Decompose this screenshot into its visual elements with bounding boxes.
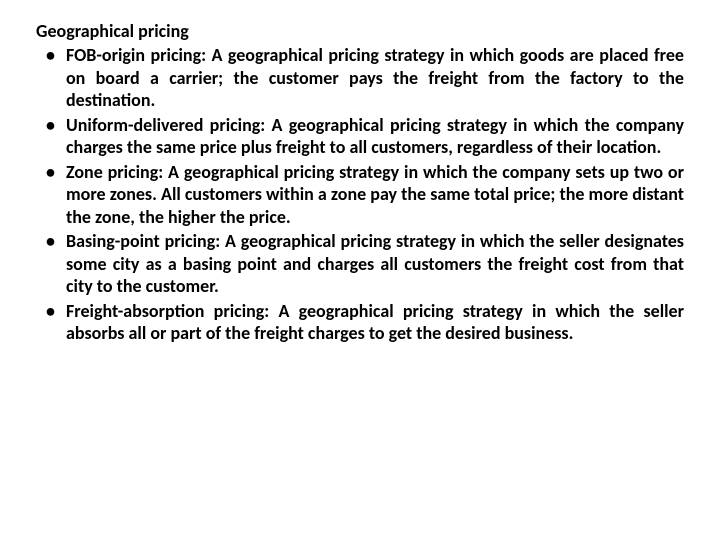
list-item: Uniform-delivered pricing: A geographica… (66, 114, 684, 159)
list-item: Zone pricing: A geographical pricing str… (66, 161, 684, 229)
list-item: FOB-origin pricing: A geographical prici… (66, 44, 684, 112)
bullet-list: FOB-origin pricing: A geographical prici… (36, 44, 684, 345)
page-title: Geographical pricing (36, 20, 684, 42)
list-item: Basing-point pricing: A geographical pri… (66, 230, 684, 298)
list-item: Freight-absorption pricing: A geographic… (66, 300, 684, 345)
